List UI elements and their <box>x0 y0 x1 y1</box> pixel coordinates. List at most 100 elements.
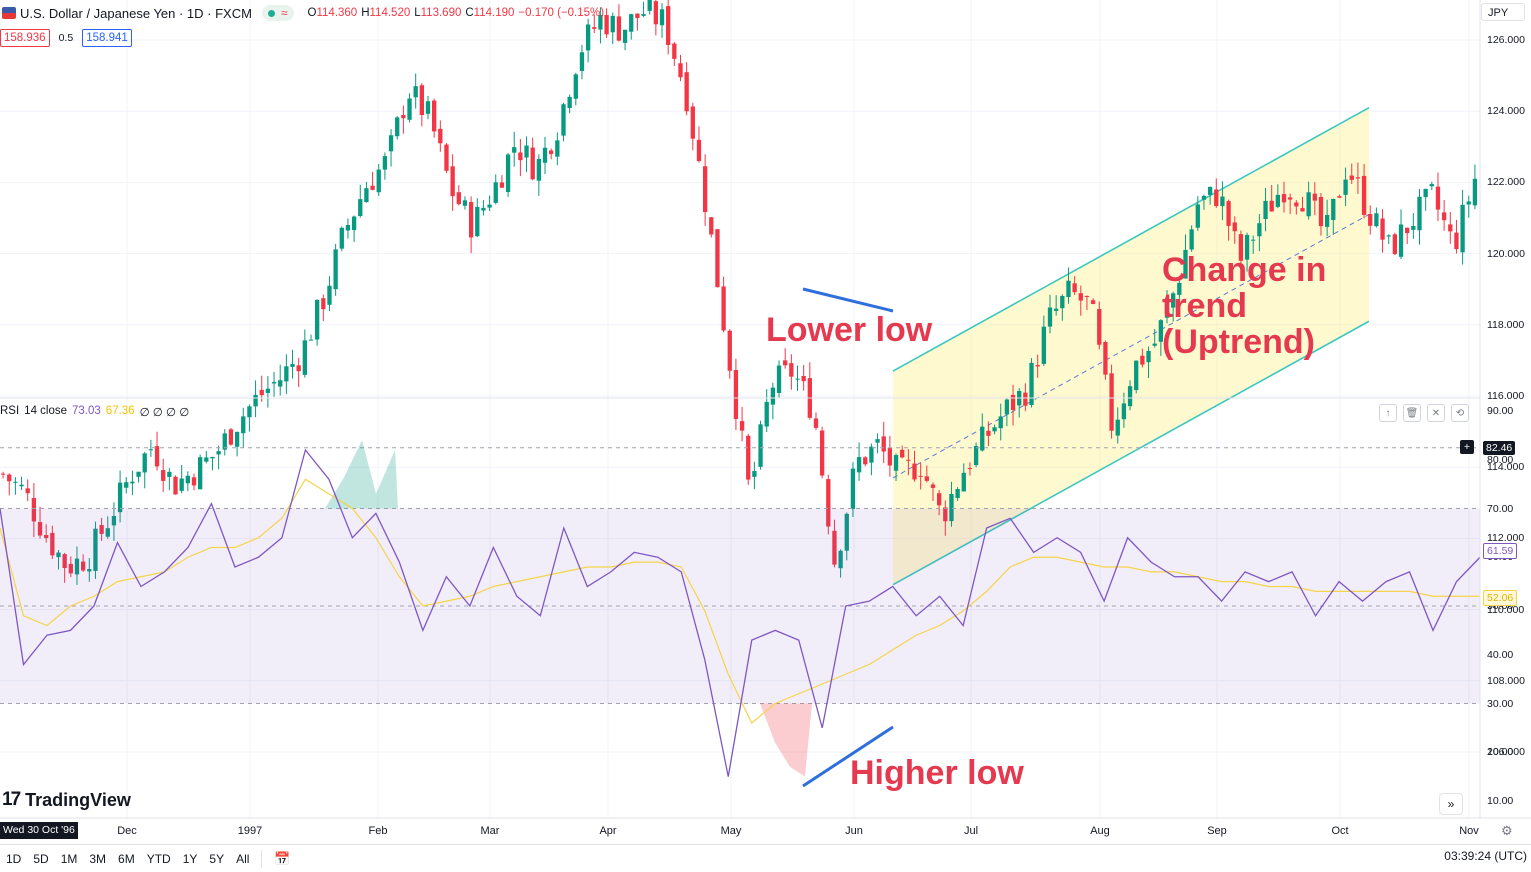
time-axis-label: 1997 <box>237 825 263 837</box>
market-status-pill[interactable]: ≈ <box>261 5 294 21</box>
candle-body <box>1380 218 1385 240</box>
candle-body <box>936 493 942 506</box>
candle-body <box>154 446 160 467</box>
candle-body <box>776 365 782 393</box>
candle-body <box>130 481 135 484</box>
candle-body <box>1207 186 1213 195</box>
candle-body <box>333 249 338 290</box>
annotation-change-line1[interactable]: Change in <box>1162 251 1327 289</box>
candle-body <box>795 378 800 380</box>
candle-body <box>949 494 954 522</box>
candle-body <box>1201 195 1207 200</box>
range-button-5d[interactable]: 5D <box>33 851 49 866</box>
annotation-change-line2[interactable]: trend <box>1162 287 1247 325</box>
channel-upper-line <box>892 106 1370 372</box>
maximize-icon[interactable]: ⟲ <box>1451 404 1469 422</box>
range-button-6m[interactable]: 6M <box>118 851 135 866</box>
rsi-name[interactable]: RSI <box>0 405 20 417</box>
range-button-1m[interactable]: 1M <box>60 851 78 866</box>
candle-body <box>1195 204 1200 228</box>
collapse-icon[interactable]: ✕ <box>1427 404 1445 422</box>
utc-clock[interactable]: 03:39:24 (UTC) <box>1444 849 1527 863</box>
range-button-ytd[interactable]: YTD <box>146 851 171 866</box>
candle-body <box>746 435 751 480</box>
candle-body <box>678 63 683 78</box>
candle-body <box>733 370 739 420</box>
rsi-extras: ∅ ∅ ∅ ∅ <box>139 407 190 419</box>
candle-body <box>561 104 566 136</box>
candle-body <box>850 468 856 509</box>
candle-body <box>1355 177 1361 179</box>
symbol-title[interactable]: U.S. Dollar / Japanese Yen · 1D · FXCM <box>20 5 252 21</box>
candle-body <box>1405 227 1410 234</box>
candle-body <box>1220 196 1225 207</box>
candle-body <box>222 433 227 450</box>
candle-body <box>185 475 190 484</box>
candle-body <box>1275 194 1281 207</box>
rsi-legend: RSI 14 close 73.03 67.36 ∅ ∅ ∅ ∅ <box>0 405 189 419</box>
candle-body <box>1189 229 1194 250</box>
price-axis-label: 106.000 <box>1487 746 1525 758</box>
candle-body <box>50 532 55 556</box>
range-button-3m[interactable]: 3M <box>89 851 107 866</box>
buy-button[interactable]: 158.941 <box>82 29 132 47</box>
price-axis-label: 116.000 <box>1487 390 1525 402</box>
candle-body <box>351 216 357 231</box>
candle-body <box>278 380 283 387</box>
rsi-params[interactable]: 14 close <box>24 405 68 417</box>
candle-body <box>1251 239 1256 241</box>
candle-body <box>173 476 178 495</box>
candle-body <box>432 100 437 132</box>
candle-body <box>493 182 498 203</box>
settings-gear-icon[interactable]: ⚙ <box>1501 823 1513 838</box>
candle-body <box>407 98 412 120</box>
candle-body <box>930 484 936 488</box>
range-button-5y[interactable]: 5Y <box>209 851 225 866</box>
candle-body <box>13 481 18 483</box>
chart-canvas[interactable] <box>0 0 1531 844</box>
annotation-higher-low[interactable]: Higher low <box>850 754 1024 792</box>
candle-body <box>265 388 271 393</box>
regression-channel[interactable] <box>892 106 1370 586</box>
range-button-1d[interactable]: 1D <box>6 851 22 866</box>
add-alert-icon[interactable]: + <box>1460 440 1474 454</box>
open-label: O <box>307 7 317 19</box>
tradingview-watermark[interactable]: 17 TradingView <box>2 789 131 811</box>
annotation-change-line3[interactable]: (Uptrend) <box>1162 323 1315 361</box>
candle-body <box>980 426 985 451</box>
move-up-icon[interactable]: ↑ <box>1379 404 1397 422</box>
candle-body <box>413 86 418 98</box>
candle-body <box>314 299 320 340</box>
candle-body <box>487 204 492 208</box>
candle-body <box>1300 208 1305 212</box>
candle-body <box>1429 184 1434 187</box>
rsi-axis-label: 90.00 <box>1487 405 1514 417</box>
candle-body <box>739 421 745 431</box>
candle-body <box>592 27 597 29</box>
candle-body <box>1423 188 1428 198</box>
high-value: 114.520 <box>369 7 411 19</box>
candle-body <box>370 185 375 190</box>
candle-body <box>530 147 535 180</box>
candle-body <box>31 498 37 522</box>
trend-lines[interactable] <box>802 287 894 788</box>
range-button-all[interactable]: All <box>236 851 250 866</box>
candle-body <box>376 169 381 193</box>
range-button-1y[interactable]: 1Y <box>182 851 198 866</box>
candle-body <box>0 473 6 475</box>
sell-button[interactable]: 158.936 <box>0 29 50 47</box>
rsi-high-badge: 82.46 <box>1483 441 1516 455</box>
candle-body <box>512 147 517 153</box>
currency-selector[interactable]: JPY <box>1481 3 1525 21</box>
delete-icon[interactable]: 🗑 <box>1403 404 1421 422</box>
candle-body <box>1078 293 1083 301</box>
goto-date-icon[interactable]: 📅 <box>274 850 291 866</box>
candle-body <box>1460 204 1465 253</box>
candle-body <box>197 457 203 490</box>
annotation-lower-low[interactable]: Lower low <box>766 311 933 349</box>
market-open-icon <box>267 9 275 17</box>
candle-body <box>1053 308 1059 311</box>
candle-body <box>604 15 609 35</box>
scroll-to-realtime-button[interactable]: » <box>1439 793 1463 815</box>
price-axis-label: 118.000 <box>1487 318 1525 331</box>
